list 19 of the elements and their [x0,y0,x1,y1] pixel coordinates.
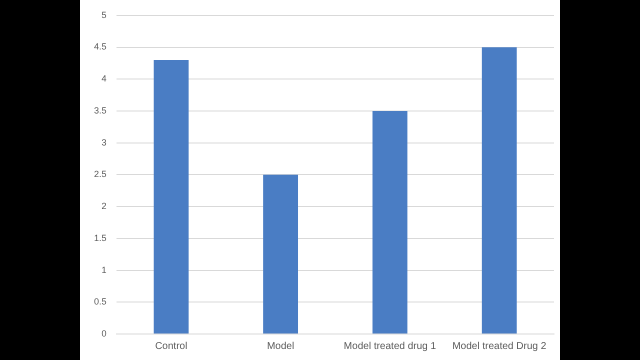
y-tick-label: 1.5 [94,232,107,243]
bar [154,60,189,334]
x-tick-label: Model [266,340,294,352]
x-tick-label: Model treated drug 1 [344,340,437,352]
y-tick-label: 1 [101,264,107,275]
y-tick-label: 4 [101,74,107,84]
y-tick-label: 3 [101,137,107,148]
y-tick-label: 5 [101,10,107,20]
y-tick-label: 2.5 [94,169,107,180]
bar [482,47,517,334]
y-tick-label: 0 [101,328,107,338]
y-tick-label: 4.5 [94,42,107,52]
y-tick-label: 0.5 [94,296,107,307]
bar [263,174,298,334]
y-tick-label: 2 [101,201,107,212]
x-tick-label: Model treated Drug 2 [452,340,547,352]
y-tick-label: 3.5 [94,105,107,116]
bar [372,110,408,334]
x-tick-label: Control [155,340,188,352]
